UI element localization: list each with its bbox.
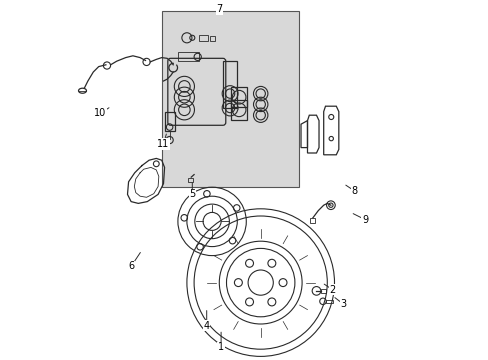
Text: 8: 8 [350, 186, 357, 196]
Bar [187, 178, 193, 182]
Text: 10: 10 [94, 108, 106, 118]
Bar [223, 61, 237, 108]
Bar [162, 11, 298, 187]
Bar [310, 218, 315, 223]
Text: 5: 5 [189, 189, 195, 199]
Text: 4: 4 [203, 321, 209, 331]
Bar [164, 112, 174, 131]
Text: 11: 11 [157, 139, 169, 149]
Text: 2: 2 [329, 285, 335, 295]
Bar [178, 52, 199, 61]
Text: 6: 6 [128, 261, 134, 271]
Text: 7: 7 [216, 4, 222, 14]
Bar [210, 36, 214, 41]
Bar [325, 300, 333, 303]
Bar [320, 289, 325, 293]
Bar [231, 87, 246, 107]
Bar [231, 100, 246, 120]
Bar [199, 35, 208, 41]
Text: 1: 1 [218, 342, 224, 352]
Text: 9: 9 [361, 215, 367, 225]
Text: 3: 3 [340, 299, 346, 309]
